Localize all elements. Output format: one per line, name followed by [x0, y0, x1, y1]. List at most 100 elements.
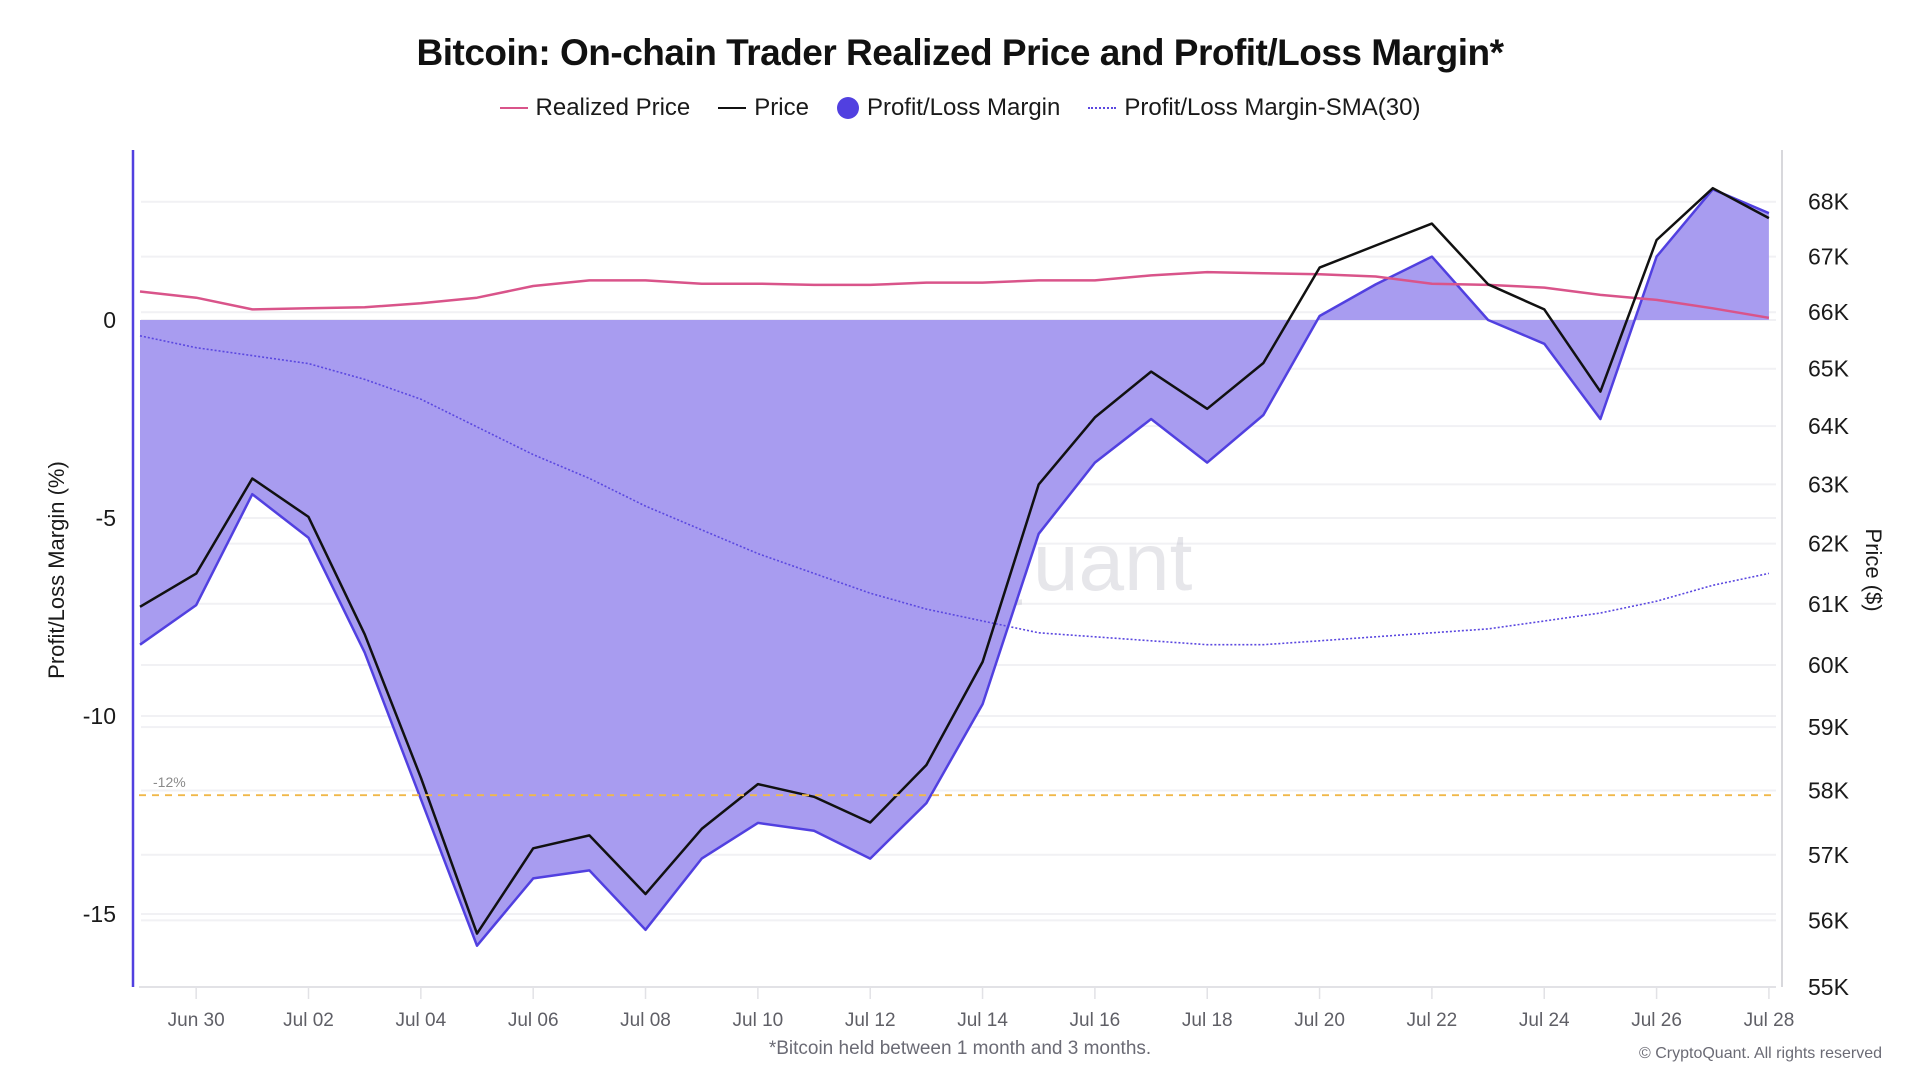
legend-label: Realized Price [535, 94, 691, 121]
data-point [980, 280, 986, 286]
x-tick-label: Jun 30 [168, 1010, 225, 1031]
x-tick-label: Jul 18 [1182, 1010, 1233, 1031]
price-swatch-icon [718, 107, 747, 109]
data-point [643, 503, 649, 509]
data-point [755, 551, 761, 557]
reference-line-label: -12% [153, 774, 186, 790]
chart-title: Bitcoin: On-chain Trader Realized Price … [416, 32, 1504, 73]
data-point [474, 931, 480, 937]
data-point [1373, 281, 1379, 287]
x-tick-label: Jul 24 [1519, 1010, 1570, 1031]
data-point [1092, 277, 1098, 283]
legend-item-sma[interactable]: Profit/Loss Margin-SMA(30) [1088, 94, 1420, 122]
x-tick-label: Jul 06 [508, 1010, 559, 1031]
x-tick-label: Jul 14 [957, 1010, 1008, 1031]
x-tick-label: Jul 20 [1294, 1010, 1345, 1031]
data-point [643, 927, 649, 933]
legend-item-profit-loss-margin[interactable]: Profit/Loss Margin [836, 94, 1061, 122]
profit-loss-dot-icon [836, 97, 859, 119]
data-point [418, 775, 424, 781]
data-point [643, 891, 649, 897]
right-tick-label: 63K [1808, 471, 1850, 497]
right-tick-label: 68K [1808, 189, 1850, 215]
data-point [137, 604, 143, 610]
data-point [1317, 265, 1323, 271]
data-point [1429, 281, 1435, 287]
realized-price-swatch-icon [499, 107, 528, 109]
profit-loss-line [139, 188, 1770, 947]
data-point [193, 602, 199, 608]
data-point [1373, 274, 1379, 280]
data-point [1710, 582, 1716, 588]
data-point [1541, 285, 1547, 291]
data-point [1317, 271, 1323, 277]
data-point [1710, 186, 1716, 192]
data-point [1260, 270, 1266, 276]
data-point [1092, 414, 1098, 420]
left-tick-label: -5 [96, 505, 116, 531]
data-point [586, 867, 592, 873]
data-point [1654, 237, 1660, 243]
right-tick-label: 67K [1808, 244, 1850, 270]
right-tick-label: 65K [1808, 356, 1850, 382]
sma-line [139, 335, 1770, 646]
data-point [923, 762, 929, 768]
x-tick-label: Jul 16 [1070, 1010, 1121, 1031]
data-point [306, 305, 312, 311]
data-point [1148, 369, 1154, 375]
data-point [586, 832, 592, 838]
right-tick-label: 66K [1808, 299, 1850, 325]
right-tick-label: 60K [1808, 652, 1850, 678]
axes [131, 150, 1783, 988]
data-point [1766, 570, 1772, 576]
data-point [306, 361, 312, 367]
data-point [418, 300, 424, 306]
data-point [1204, 406, 1210, 412]
data-point [1373, 634, 1379, 640]
data-point [699, 281, 705, 287]
data-point [980, 659, 986, 665]
right-tick-label: 61K [1808, 591, 1850, 617]
data-point [811, 828, 817, 834]
data-point [1036, 630, 1042, 636]
price-line [139, 186, 1770, 935]
data-point [755, 281, 761, 287]
data-point [1148, 638, 1154, 644]
data-point [1148, 272, 1154, 278]
data-point [980, 618, 986, 624]
data-point [1317, 638, 1323, 644]
data-point [867, 820, 873, 826]
realized-price-line [139, 270, 1770, 320]
data-point [1766, 210, 1772, 216]
right-axis-title: Price ($) [1861, 528, 1886, 611]
right-tick-label: 62K [1808, 531, 1850, 557]
right-tick-label: 64K [1808, 413, 1850, 439]
data-point [1204, 269, 1210, 275]
legend-label: Profit/Loss Margin-SMA(30) [1124, 94, 1421, 121]
legend-item-price[interactable]: Price [718, 94, 809, 122]
data-point [867, 590, 873, 596]
data-point [362, 376, 368, 382]
data-point [923, 800, 929, 806]
data-point [1317, 313, 1323, 319]
data-point [1260, 642, 1266, 648]
data-point [1541, 306, 1547, 312]
data-point [1597, 292, 1603, 298]
data-point [1092, 634, 1098, 640]
data-point [643, 277, 649, 283]
data-point [699, 856, 705, 862]
data-point [530, 283, 536, 289]
data-point [306, 514, 312, 520]
legend-label: Profit/Loss Margin [866, 94, 1061, 121]
data-point [1092, 460, 1098, 466]
data-point [362, 304, 368, 310]
copyright: © CryptoQuant. All rights reserved [1639, 1045, 1882, 1062]
data-point [306, 535, 312, 541]
legend-item-realized-price[interactable]: Realized Price [499, 94, 691, 122]
data-point [474, 295, 480, 301]
data-point [1260, 360, 1266, 366]
data-point [418, 396, 424, 402]
data-point [1429, 254, 1435, 260]
x-tick-label: Jul 08 [620, 1010, 671, 1031]
